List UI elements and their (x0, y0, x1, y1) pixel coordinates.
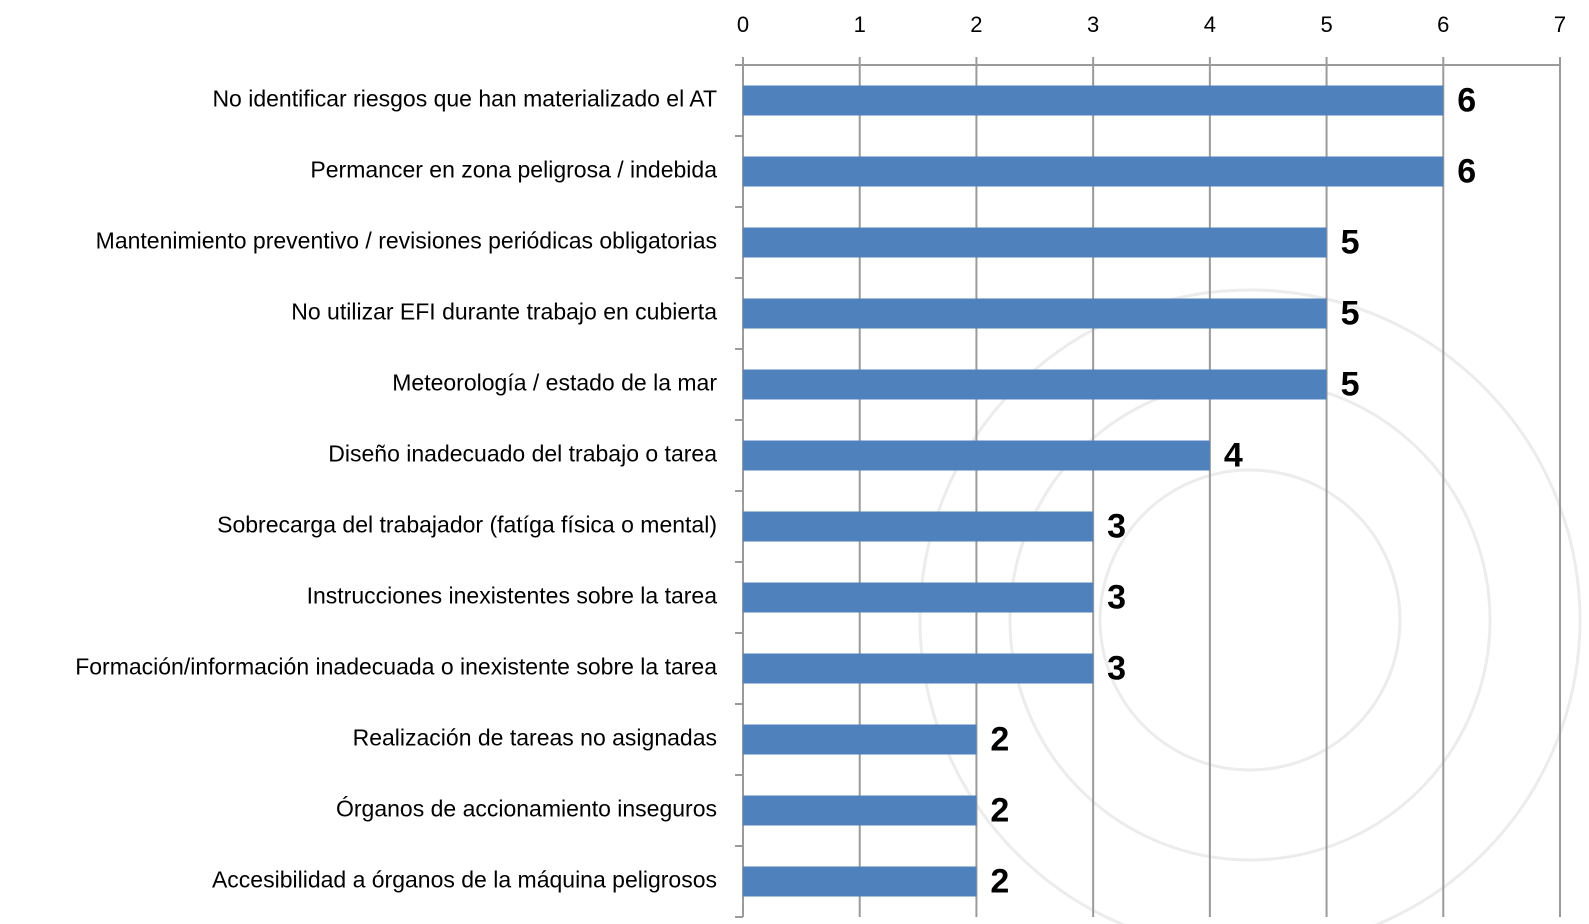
bar (743, 298, 1327, 329)
x-tick-label: 4 (1204, 12, 1216, 37)
data-label: 4 (1224, 436, 1243, 474)
y-tick-label: Accesibilidad a órganos de la máquina pe… (212, 867, 717, 893)
x-tick-label: 7 (1554, 12, 1566, 37)
y-tick-label: No utilizar EFI durante trabajo en cubie… (291, 299, 717, 325)
bar (743, 866, 977, 897)
data-label: 2 (990, 862, 1009, 900)
y-tick-label: Órganos de accionamiento inseguros (336, 796, 717, 822)
data-label: 5 (1341, 365, 1360, 403)
y-tick-label: Sobrecarga del trabajador (fatíga física… (217, 512, 717, 538)
bar (743, 369, 1327, 400)
bar (743, 227, 1327, 258)
data-label: 2 (990, 791, 1009, 829)
data-label: 6 (1457, 152, 1476, 190)
y-tick-label: Meteorología / estado de la mar (392, 370, 717, 396)
y-tick-label: No identificar riesgos que han materiali… (212, 86, 717, 112)
bar (743, 795, 977, 826)
x-tick-label: 0 (737, 12, 749, 37)
bar (743, 85, 1444, 116)
data-label: 2 (990, 720, 1009, 758)
x-tick-label: 6 (1437, 12, 1449, 37)
x-tick-label: 3 (1087, 12, 1099, 37)
x-tick-label: 2 (970, 12, 982, 37)
x-tick-label: 5 (1320, 12, 1332, 37)
data-label: 3 (1107, 507, 1126, 545)
bar (743, 653, 1094, 684)
y-tick-label: Instrucciones inexistentes sobre la tare… (307, 583, 718, 609)
x-tick-label: 1 (854, 12, 866, 37)
y-tick-label: Formación/información inadecuada o inexi… (75, 654, 717, 680)
bar (743, 511, 1094, 542)
bar (743, 156, 1444, 187)
data-label: 3 (1107, 578, 1126, 616)
data-label: 6 (1457, 81, 1476, 119)
data-label: 3 (1107, 649, 1126, 687)
y-tick-label: Diseño inadecuado del trabajo o tarea (328, 441, 717, 467)
data-label: 5 (1341, 223, 1360, 261)
bar (743, 582, 1094, 613)
y-tick-label: Mantenimiento preventivo / revisiones pe… (96, 228, 717, 254)
bar (743, 440, 1210, 471)
y-tick-label: Permancer en zona peligrosa / indebida (310, 157, 717, 183)
data-label: 5 (1341, 294, 1360, 332)
bar (743, 724, 977, 755)
y-tick-label: Realización de tareas no asignadas (353, 725, 717, 751)
